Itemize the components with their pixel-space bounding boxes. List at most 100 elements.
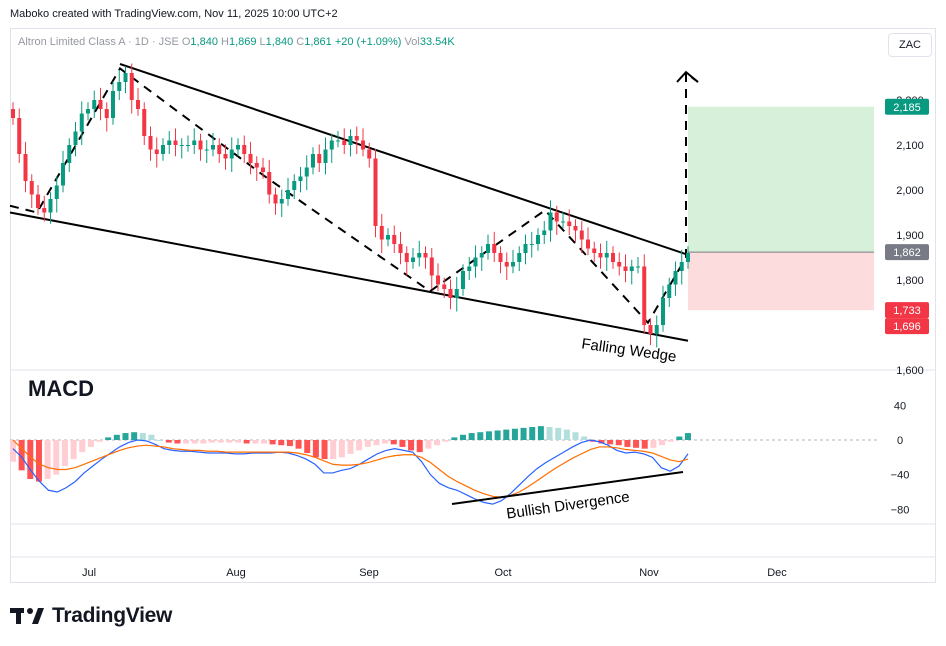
candle-body [567,221,572,226]
candle-body [667,284,672,298]
candle-body [273,194,278,204]
histogram-bar [563,429,570,440]
candle-body [48,199,53,213]
histogram-bar [286,440,293,447]
histogram-bar [624,440,631,447]
candle-body [604,253,609,258]
histogram-bar [572,432,579,440]
histogram-bar [87,440,94,447]
candle-body [654,325,659,334]
candle-body [111,91,115,118]
candle-body [442,284,447,289]
candle-body [498,253,503,262]
histogram-bar [485,431,492,440]
price-badge-label: 1,733 [893,305,921,317]
candle-body [411,257,415,262]
histogram-bar [477,432,484,440]
time-tick-label: Dec [767,567,787,579]
macd-tick-label: −40 [891,470,910,482]
candle-body [504,262,509,267]
candle-body [479,253,484,258]
histogram-bar [633,440,640,448]
histogram-bar [555,427,562,440]
histogram-bar [451,437,458,440]
candle-body [73,131,78,145]
histogram-bar [96,440,103,442]
histogram-bar [330,440,337,460]
histogram-bar [139,433,146,440]
candle-body [311,154,315,168]
price-badge-label: 2,185 [893,102,921,114]
divergence-line [451,471,684,505]
candle-body [67,145,72,163]
histogram-bar [209,440,216,443]
macd-tick-label: −80 [891,504,910,516]
candle-body [129,73,134,100]
macd-tick-label: 40 [894,400,906,412]
macd-tick-label: 0 [897,435,903,447]
candle-body [661,298,665,325]
candle-body [586,239,590,249]
candle-body [436,275,440,285]
histogram-bar [659,440,666,446]
candle-body [92,100,97,109]
histogram-bar [356,440,363,451]
candle-body [361,140,365,150]
candle-body [217,145,222,154]
candle-body [236,145,240,150]
candle-body [42,208,47,213]
candle-body [517,253,522,262]
currency-button[interactable]: ZAC [888,33,932,57]
candle-body [642,266,647,325]
candle-body [348,136,353,145]
time-tick-label: Nov [639,567,659,579]
candle-body [648,325,653,334]
time-tick-label: Oct [494,567,511,579]
candle-body [61,163,65,186]
histogram-bar [676,436,683,440]
candle-body [304,167,309,177]
histogram-bar [650,440,657,448]
price-badge-label: 1,696 [893,321,921,333]
candle-body [592,248,597,253]
brand-logo: TradingView [10,604,172,628]
histogram-bar [113,434,120,440]
candle-body [104,109,109,118]
candle-body [323,149,328,163]
candle-body [98,100,103,109]
candle-body [523,244,528,253]
candle-body [429,257,434,276]
brand-name: TradingView [52,604,173,627]
histogram-bar [338,440,345,458]
histogram-bar [70,440,77,460]
candle-body [142,109,147,136]
histogram-bar [148,434,155,440]
candlesticks [11,63,690,348]
candle-body [392,235,397,244]
candle-body [198,140,203,150]
candle-body [173,140,178,145]
candle-body [211,145,215,150]
time-tick-label: Aug [226,567,246,579]
candle-body [123,73,128,82]
histogram-bar [269,440,276,445]
histogram-bar [105,437,112,440]
candle-body [179,145,184,146]
candle-body [117,82,122,91]
histogram-bar [364,440,371,447]
candle-body [23,154,28,181]
stop-zone [688,252,874,311]
histogram-bar [685,433,691,440]
candle-body [617,262,622,267]
candle-body [561,221,565,223]
histogram-bar [520,427,527,440]
price-badge [885,98,929,115]
candle-body [373,158,378,226]
candle-body [167,140,172,145]
price-badge [885,318,929,335]
histogram-bar [200,440,207,444]
histogram-bar [312,440,319,458]
histogram-bar [347,440,354,454]
histogram-bar [390,440,397,445]
